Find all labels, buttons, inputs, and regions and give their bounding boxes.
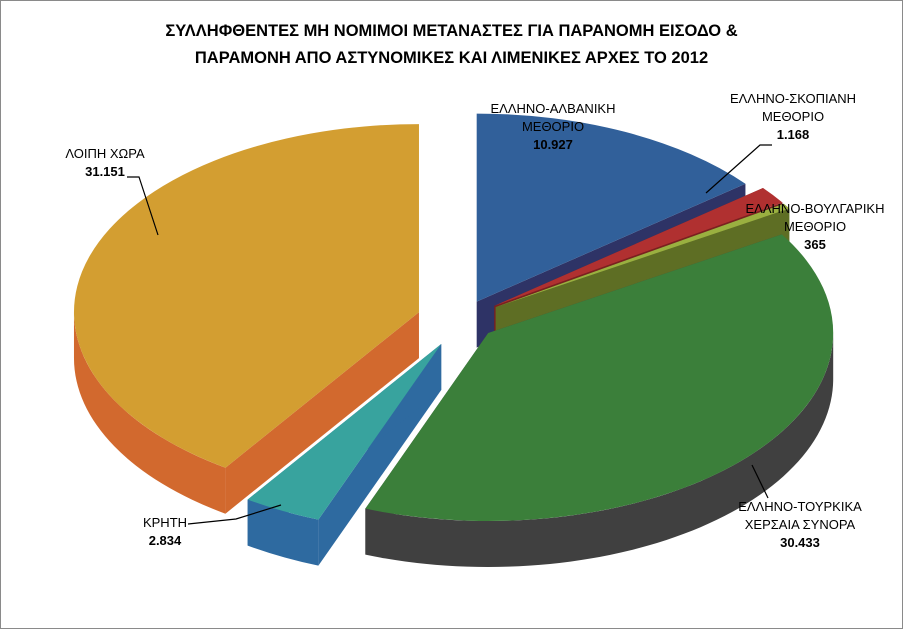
leader-lines	[127, 144, 772, 525]
chart-title: ΣΥΛΛΗΦΘΕΝΤΕΣ ΜΗ ΝΟΜΙΜΟΙ ΜΕΤΑΝΑΣΤΕΣ ΓΙΑ Π…	[0, 18, 903, 72]
pie-tops	[73, 113, 834, 522]
label-turkish-land-border: ΕΛΛΗΝΟ-ΤΟΥΡΚΙΚΑ ΧΕΡΣΑΙΑ ΣΥΝΟΡΑ 30.433	[738, 499, 862, 550]
slice-turkish-land-border	[365, 234, 834, 522]
slice-rest-of-country	[73, 124, 419, 468]
slice-turkish-land-border-side	[365, 333, 834, 568]
leader-skopje-border	[705, 144, 772, 194]
label-bulgarian-border: ΕΛΛΗΝΟ-ΒΟΥΛΓΑΡΙΚΗ ΜΕΘΟΡΙΟ 365	[745, 201, 885, 252]
label-skopje-border: ΕΛΛΗΝΟ-ΣΚΟΠΙΑΝΗ ΜΕΘΟΡΙΟ 1.168	[729, 91, 857, 142]
slice-rest-of-country-cut-face-1	[225, 312, 419, 514]
slice-rest-of-country-side	[73, 312, 226, 514]
leader-crete	[187, 504, 282, 525]
label-crete: ΚΡΗΤΗ 2.834	[142, 515, 188, 548]
chart-title-line-2: ΠΑΡΑΜΟΝΗ ΑΠΟ ΑΣΤΥΝΟΜΙΚΕΣ ΚΑΙ ΛΙΜΕΝΙΚΕΣ Α…	[194, 49, 709, 67]
slice-skopje-border	[494, 187, 783, 306]
leader-rest-of-country	[127, 176, 159, 236]
slice-bulgarian-border	[495, 203, 790, 308]
chart-title-line-1: ΣΥΛΛΗΦΘΕΝΤΕΣ ΜΗ ΝΟΜΙΜΟΙ ΜΕΤΑΝΑΣΤΕΣ ΓΙΑ Π…	[165, 22, 738, 40]
label-albanian-border: ΕΛΛΗΝΟ-ΑΛΒΑΝΙΚΗ ΜΕΘΟΡΙΟ 10.927	[490, 101, 616, 152]
slice-crete	[247, 343, 442, 520]
slice-crete-side	[247, 499, 319, 566]
slice-albanian-border	[476, 113, 746, 302]
leader-turkish-land-border	[751, 464, 769, 499]
label-rest-of-country: ΛΟΙΠΗ ΧΩΡΑ 31.151	[65, 146, 145, 179]
